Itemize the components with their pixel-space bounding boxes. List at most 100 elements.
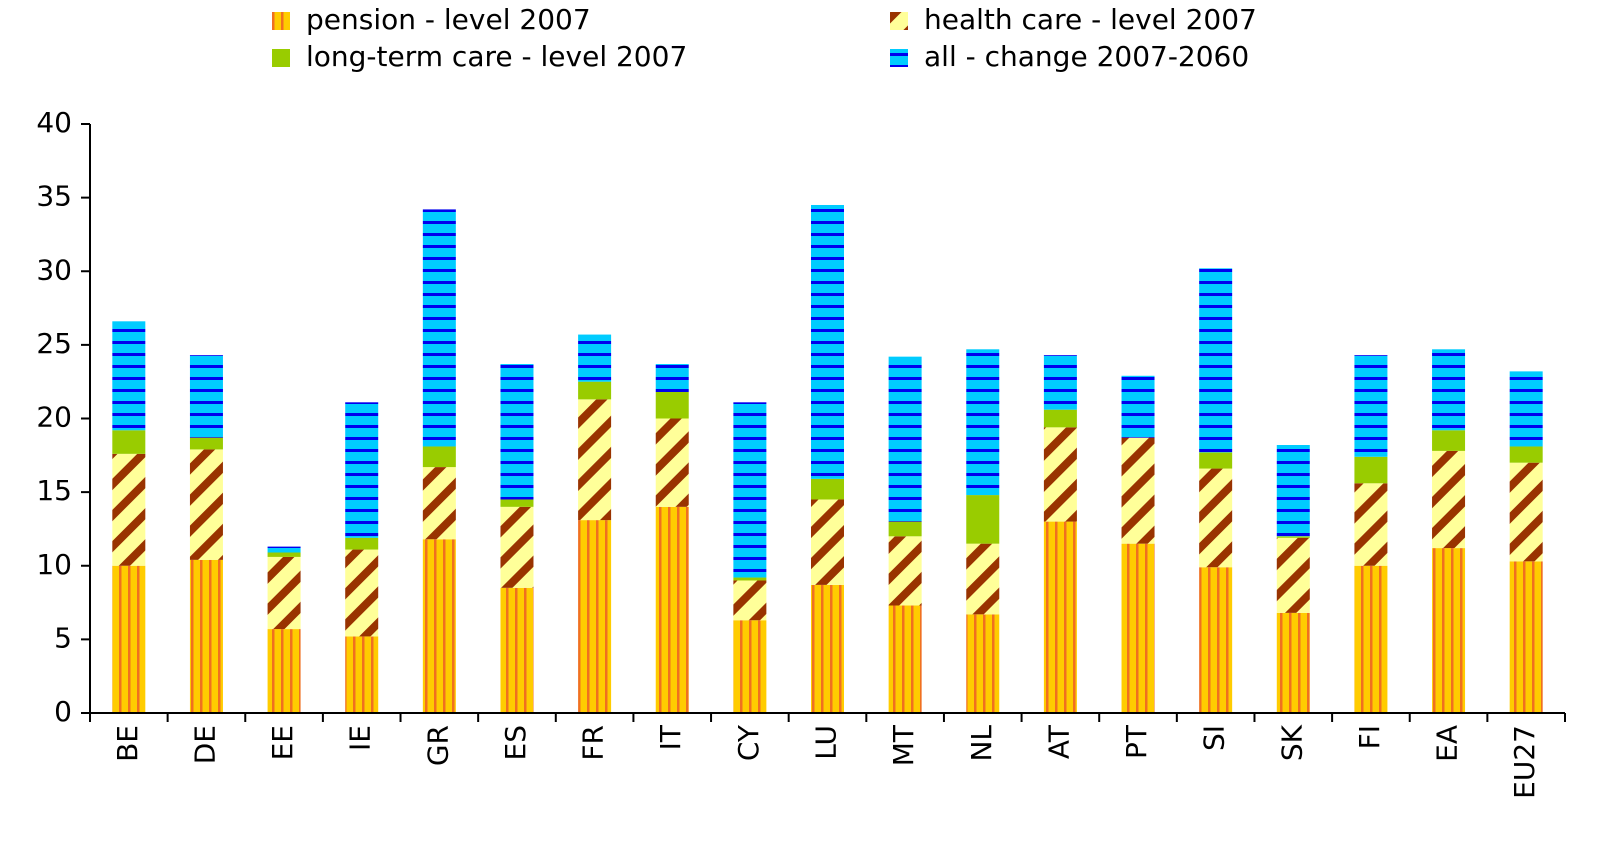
bar-segment bbox=[578, 334, 612, 382]
bar-segment bbox=[422, 539, 456, 713]
legend-label: long-term care - level 2007 bbox=[306, 40, 687, 73]
bar-segment bbox=[1354, 483, 1388, 566]
bar-segment bbox=[189, 559, 223, 713]
bar-segment bbox=[345, 636, 379, 713]
bar-segment bbox=[578, 520, 612, 713]
bar-segment bbox=[966, 349, 1000, 496]
bar-segment bbox=[422, 446, 456, 468]
x-tick-label: FR bbox=[577, 725, 610, 761]
bar-segment bbox=[1432, 349, 1466, 431]
bar-segment bbox=[1276, 537, 1310, 613]
y-tick-label: 30 bbox=[36, 253, 72, 286]
bar-segment bbox=[267, 546, 301, 553]
bar-segment bbox=[733, 620, 767, 713]
bar-segment bbox=[733, 402, 767, 578]
bar-segment bbox=[1199, 452, 1233, 469]
bar-segment bbox=[189, 355, 223, 438]
bar-segment bbox=[1276, 536, 1310, 538]
bar-segment bbox=[1043, 409, 1077, 428]
y-tick-label: 25 bbox=[36, 327, 72, 360]
y-tick-label: 35 bbox=[36, 180, 72, 213]
legend-swatch bbox=[272, 12, 290, 30]
x-tick-label: EU27 bbox=[1508, 725, 1541, 799]
x-tick-label: BE bbox=[111, 725, 144, 762]
bar-segment bbox=[112, 565, 146, 713]
bar-segment bbox=[733, 577, 767, 581]
bar-segment bbox=[345, 402, 379, 538]
x-tick-label: MT bbox=[887, 724, 920, 766]
legend-label: health care - level 2007 bbox=[924, 3, 1257, 36]
y-tick-label: 15 bbox=[36, 474, 72, 507]
x-tick-label: DE bbox=[188, 725, 221, 764]
bar-segment bbox=[1432, 430, 1466, 451]
bar-segment bbox=[811, 478, 844, 500]
bar-segment bbox=[500, 506, 534, 588]
bar-segment bbox=[500, 587, 534, 713]
bar-segment bbox=[345, 549, 379, 637]
bar-segment bbox=[1121, 437, 1155, 544]
bar-segment bbox=[966, 495, 1000, 544]
bar-segment bbox=[578, 381, 612, 400]
x-tick-label: EA bbox=[1431, 725, 1464, 762]
bar-segment bbox=[966, 543, 1000, 615]
bar-segment bbox=[1432, 548, 1466, 713]
bar-segment bbox=[888, 536, 922, 606]
bar-segment bbox=[1509, 462, 1543, 562]
bar-segment bbox=[112, 430, 146, 454]
bar-segment bbox=[267, 552, 301, 557]
legend-swatch bbox=[890, 12, 908, 30]
bar-segment bbox=[422, 467, 456, 540]
bar-segment bbox=[267, 629, 301, 713]
bar-segment bbox=[500, 364, 534, 500]
bar-segment bbox=[655, 391, 689, 419]
x-tick-label: LU bbox=[810, 725, 843, 760]
x-tick-label: GR bbox=[421, 725, 454, 766]
legend-label: all - change 2007-2060 bbox=[924, 40, 1249, 73]
bar-segment bbox=[811, 499, 844, 585]
y-tick-label: 40 bbox=[36, 106, 72, 139]
x-tick-label: FI bbox=[1353, 725, 1386, 749]
bar-segment bbox=[1354, 355, 1388, 457]
bar-segment bbox=[1199, 567, 1233, 713]
bar-segment bbox=[1043, 521, 1077, 713]
x-tick-label: SK bbox=[1275, 724, 1308, 761]
x-tick-label: IT bbox=[654, 724, 687, 750]
bar-segment bbox=[655, 506, 689, 713]
bar-segment bbox=[733, 580, 767, 621]
y-tick-label: 20 bbox=[36, 401, 72, 434]
bar-segment bbox=[578, 399, 612, 521]
bar-segment bbox=[811, 204, 844, 479]
bar-segment bbox=[1043, 427, 1077, 522]
bar-segment bbox=[112, 321, 146, 431]
bar-segment bbox=[1276, 445, 1310, 537]
bar-segment bbox=[500, 499, 534, 507]
y-tick-label: 10 bbox=[36, 548, 72, 581]
bar-segment bbox=[1276, 612, 1310, 713]
bar-segment bbox=[1432, 450, 1466, 549]
bar-segment bbox=[888, 356, 922, 522]
x-tick-label: EE bbox=[266, 725, 299, 760]
x-tick-label: PT bbox=[1120, 724, 1153, 759]
bar-segment bbox=[1509, 446, 1543, 463]
bar-segment bbox=[888, 605, 922, 713]
x-tick-label: SI bbox=[1198, 725, 1231, 751]
bar-segment bbox=[1199, 468, 1233, 568]
bar-segment bbox=[345, 537, 379, 550]
x-tick-label: IE bbox=[344, 725, 377, 751]
legend-swatch bbox=[272, 49, 290, 67]
bar-segment bbox=[1354, 456, 1388, 484]
bar-segment bbox=[267, 556, 301, 630]
bar-segment bbox=[189, 449, 223, 560]
bar-segment bbox=[1121, 543, 1155, 713]
bar-segment bbox=[655, 364, 689, 392]
bar-segment bbox=[888, 521, 922, 537]
x-tick-label: AT bbox=[1042, 724, 1075, 759]
x-tick-label: NL bbox=[965, 725, 998, 762]
bar-segment bbox=[1121, 375, 1155, 438]
x-tick-label: ES bbox=[499, 725, 532, 760]
bar-segment bbox=[112, 453, 146, 566]
bar-segment bbox=[966, 614, 1000, 713]
bar-segment bbox=[811, 584, 844, 713]
